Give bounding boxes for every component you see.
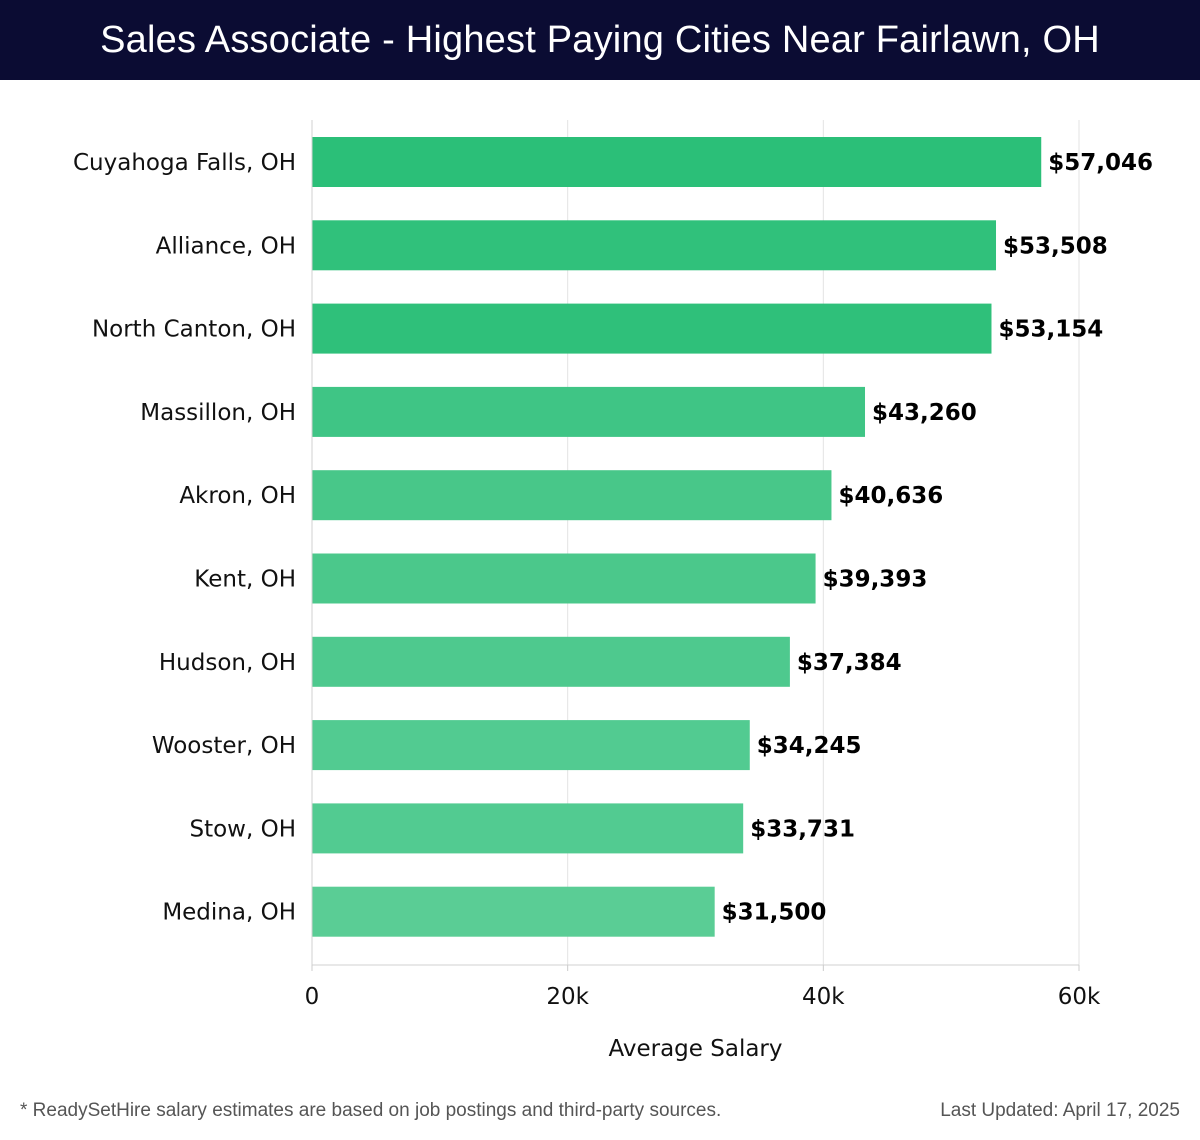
category-label-3: Massillon, OH — [140, 400, 296, 426]
page-title: Sales Associate - Highest Paying Cities … — [100, 18, 1100, 61]
last-updated: Last Updated: April 17, 2025 — [940, 1100, 1180, 1121]
bar-2 — [312, 303, 992, 354]
category-label-8: Stow, OH — [189, 816, 296, 842]
bar-3 — [312, 386, 866, 437]
footnote: * ReadySetHire salary estimates are base… — [20, 1100, 722, 1121]
category-label-5: Kent, OH — [194, 567, 296, 593]
category-label-9: Medina, OH — [162, 900, 296, 926]
x-tick-label-2: 40k — [802, 984, 845, 1010]
x-axis-title: Average Salary — [608, 1036, 782, 1062]
bar-5 — [312, 553, 816, 604]
value-label-0: $57,046 — [1048, 150, 1153, 176]
category-label-2: North Canton, OH — [92, 317, 296, 343]
value-label-1: $53,508 — [1003, 233, 1108, 259]
bar-7 — [312, 720, 750, 771]
category-label-7: Wooster, OH — [152, 733, 296, 759]
x-tick-label-1: 20k — [546, 984, 589, 1010]
bar-1 — [312, 220, 997, 271]
x-tick-label-3: 60k — [1058, 984, 1101, 1010]
value-label-3: $43,260 — [872, 400, 977, 426]
category-label-1: Alliance, OH — [156, 233, 296, 259]
header-bar: Sales Associate - Highest Paying Cities … — [0, 0, 1200, 80]
value-label-5: $39,393 — [823, 567, 928, 593]
value-label-4: $40,636 — [838, 483, 943, 509]
bar-9 — [312, 886, 715, 937]
value-label-6: $37,384 — [797, 650, 902, 676]
value-label-2: $53,154 — [998, 317, 1103, 343]
value-label-8: $33,731 — [750, 816, 855, 842]
bar-0 — [312, 137, 1042, 187]
category-label-4: Akron, OH — [179, 483, 296, 509]
x-tick-label-0: 0 — [305, 984, 320, 1010]
category-label-6: Hudson, OH — [159, 650, 296, 676]
bar-4 — [312, 470, 832, 521]
category-label-0: Cuyahoga Falls, OH — [73, 150, 296, 176]
value-label-9: $31,500 — [722, 900, 827, 926]
bar-6 — [312, 636, 790, 687]
value-label-7: $34,245 — [757, 733, 862, 759]
bar-chart: Cuyahoga Falls, OH $57,046 Alliance, OH $53… — [73, 120, 1153, 1062]
bar-8 — [312, 803, 744, 854]
